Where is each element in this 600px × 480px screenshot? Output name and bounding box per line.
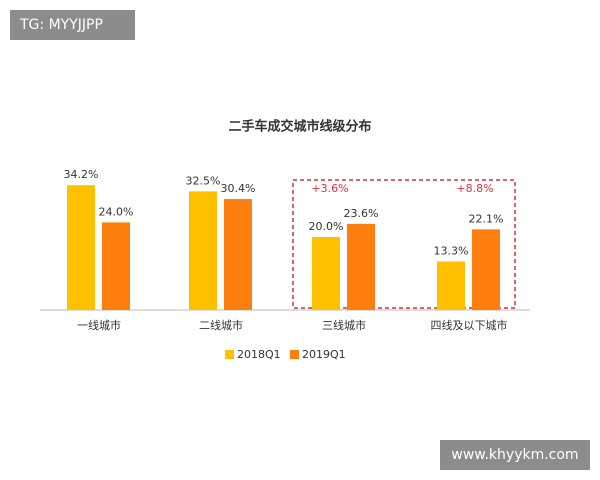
chart-title: 二手车成交城市线级分布 <box>228 119 371 135</box>
bar <box>312 237 340 310</box>
watermark-box <box>10 10 135 40</box>
annotation: +3.6% <box>311 182 348 195</box>
watermark-box <box>440 440 590 470</box>
bar <box>472 229 500 310</box>
bar <box>189 191 217 310</box>
value-label: 23.6% <box>344 207 379 220</box>
value-label: 32.5% <box>186 174 221 187</box>
watermark: TG: MYYJJPP <box>19 17 103 33</box>
bar <box>437 261 465 310</box>
value-label: 30.4% <box>221 182 256 195</box>
value-label: 13.3% <box>434 244 469 257</box>
bar <box>224 199 252 310</box>
value-label: 24.0% <box>99 205 134 218</box>
bar <box>102 222 130 310</box>
x-tick-label: 三线城市 <box>322 318 366 332</box>
bar <box>67 185 95 310</box>
x-tick-label: 一线城市 <box>77 318 121 332</box>
legend-label: 2019Q1 <box>302 348 346 361</box>
x-tick-label: 四线及以下城市 <box>431 318 508 332</box>
bar <box>347 223 375 310</box>
legend-label: 2018Q1 <box>237 348 281 361</box>
value-label: 20.0% <box>309 220 344 233</box>
x-tick-label: 二线城市 <box>199 318 243 332</box>
legend-swatch <box>290 350 299 359</box>
annotation: +8.8% <box>456 182 493 195</box>
legend-swatch <box>225 350 234 359</box>
watermark: www.khyykm.com <box>451 447 578 463</box>
value-label: 22.1% <box>469 212 504 225</box>
value-label: 34.2% <box>64 168 99 181</box>
